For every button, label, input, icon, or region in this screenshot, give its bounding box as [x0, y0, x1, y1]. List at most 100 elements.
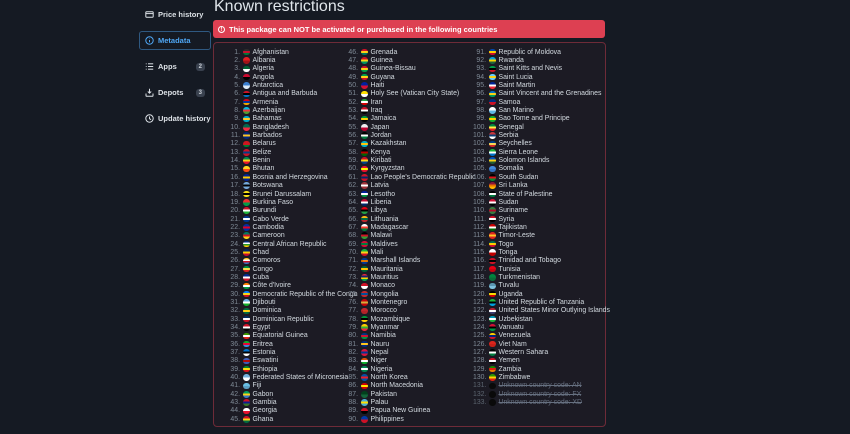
country-number: 53.	[348, 107, 358, 115]
country-item: 10. Bangladesh	[227, 123, 331, 131]
country-item: 130. Zimbabwe	[473, 373, 610, 381]
country-flag-icon	[361, 332, 368, 340]
country-number: 41.	[230, 382, 240, 390]
country-number: 75.	[348, 290, 358, 298]
country-flag-icon	[243, 207, 250, 214]
country-flag-icon	[361, 132, 368, 139]
country-flag-icon	[243, 282, 250, 290]
country-item: 52. Iran	[345, 98, 459, 106]
country-flag-icon	[243, 324, 250, 331]
country-flag-icon	[489, 57, 496, 64]
sidebar-item-update-history[interactable]: Update history	[139, 109, 211, 128]
country-number: 118.	[473, 273, 486, 281]
country-flag-icon	[361, 107, 368, 114]
country-name: Botswana	[252, 182, 283, 190]
sidebar-item-price-history[interactable]: Price history	[139, 5, 211, 24]
country-number: 3.	[234, 65, 240, 73]
country-name: Sri Lanka	[498, 182, 528, 190]
country-item: 29. Côte d'Ivoire	[227, 282, 331, 290]
country-name: Serbia	[498, 132, 519, 140]
country-name: Zimbabwe	[498, 374, 531, 382]
country-number: 64.	[348, 198, 358, 206]
country-name: Chad	[252, 248, 269, 256]
country-item: 96. Saint Vincent and the Grenadines	[473, 90, 610, 98]
country-flag-icon	[361, 149, 368, 156]
country-item: 94. Saint Lucia	[473, 73, 610, 81]
country-flag-icon	[361, 290, 368, 298]
country-flag-icon	[361, 416, 368, 423]
country-item: 9. Bahamas	[227, 115, 331, 123]
country-flag-icon	[489, 365, 496, 373]
country-number: 117.	[473, 265, 486, 273]
country-flag-icon	[243, 257, 250, 265]
country-number: 54.	[348, 115, 358, 123]
country-number: 36.	[230, 340, 240, 348]
country-item: 68. Malawi	[345, 232, 459, 240]
country-flag-icon	[489, 340, 496, 348]
country-flag-icon	[243, 57, 250, 64]
country-name: Japan	[370, 123, 390, 131]
country-name: Nigeria	[370, 365, 393, 373]
country-name: Nepal	[370, 349, 389, 357]
country-name: Burundi	[252, 207, 277, 215]
country-number: 127.	[473, 349, 487, 357]
country-item: 17. Botswana	[227, 182, 331, 190]
country-item: 7. Armenia	[227, 98, 331, 106]
country-name: Bangladesh	[252, 123, 289, 131]
country-number: 130.	[473, 374, 487, 382]
country-item: 122. United States Minor Outlying Islands	[473, 307, 610, 315]
country-item: 98. San Marino	[473, 106, 610, 114]
country-item: 34. Egypt	[227, 323, 331, 331]
country-flag-icon	[243, 90, 250, 98]
country-number: 67.	[348, 223, 358, 231]
country-item: 76. Montenegro	[345, 298, 459, 306]
restriction-alert-banner: ! This package can NOT be activated or p…	[213, 20, 605, 38]
country-name: Mauritius	[370, 273, 399, 281]
country-number: 57.	[348, 140, 358, 148]
country-item: 55. Japan	[345, 123, 459, 131]
country-flag-icon	[489, 90, 496, 98]
sidebar-item-apps[interactable]: Apps 2	[139, 57, 211, 76]
exclamation-circle-icon: !	[218, 25, 225, 33]
country-number: 29.	[230, 282, 240, 290]
country-item: 61. Lao People's Democratic Republic	[345, 173, 475, 181]
country-name: Western Sahara	[498, 349, 549, 357]
country-number: 71.	[348, 257, 358, 265]
country-item: 104. Solomon Islands	[473, 156, 610, 164]
country-number: 90.	[348, 415, 358, 423]
country-item: 81. Nauru	[345, 340, 459, 348]
depots-icon	[145, 88, 154, 97]
country-item: 33. Dominican Republic	[227, 315, 331, 323]
country-name: Unknown country code: XD	[498, 399, 583, 407]
country-flag-icon	[489, 357, 496, 365]
sidebar-item-badge: 3	[195, 88, 205, 97]
country-name: State of Palestine	[498, 190, 553, 198]
country-item: 99. Sao Tome and Principe	[473, 115, 610, 123]
country-item: 69. Maldives	[345, 240, 459, 248]
country-flag-icon	[361, 215, 368, 223]
country-name: Belarus	[252, 140, 276, 148]
country-number: 38.	[230, 357, 240, 365]
country-name: Guinea	[370, 57, 393, 65]
country-number: 6.	[234, 90, 240, 98]
country-name: Congo	[252, 265, 273, 273]
country-flag-icon	[361, 165, 368, 173]
country-flag-icon	[361, 224, 368, 231]
country-name: Uganda	[498, 290, 523, 298]
sidebar-item-depots[interactable]: Depots 3	[139, 83, 211, 102]
update-history-icon	[145, 114, 154, 123]
country-name: Algeria	[252, 65, 274, 73]
country-number: 94.	[476, 73, 486, 81]
sidebar-item-metadata[interactable]: Metadata	[139, 31, 211, 50]
country-flag-icon	[361, 324, 368, 331]
country-number: 33.	[230, 315, 240, 323]
country-flag-icon	[489, 274, 496, 281]
country-flag-icon	[361, 265, 368, 273]
country-name: Democratic Republic of the Congo	[252, 290, 358, 298]
country-name: United States Minor Outlying Islands	[498, 307, 610, 315]
country-number: 22.	[230, 223, 240, 231]
country-number: 32.	[230, 307, 240, 315]
country-number: 72.	[348, 265, 358, 273]
country-name: Egypt	[252, 324, 271, 332]
country-item: 27. Congo	[227, 265, 331, 273]
